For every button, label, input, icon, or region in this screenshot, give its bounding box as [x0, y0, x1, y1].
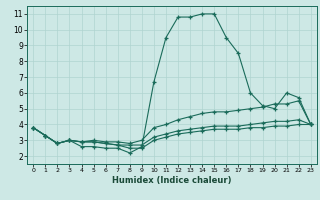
X-axis label: Humidex (Indice chaleur): Humidex (Indice chaleur) [112, 176, 232, 185]
